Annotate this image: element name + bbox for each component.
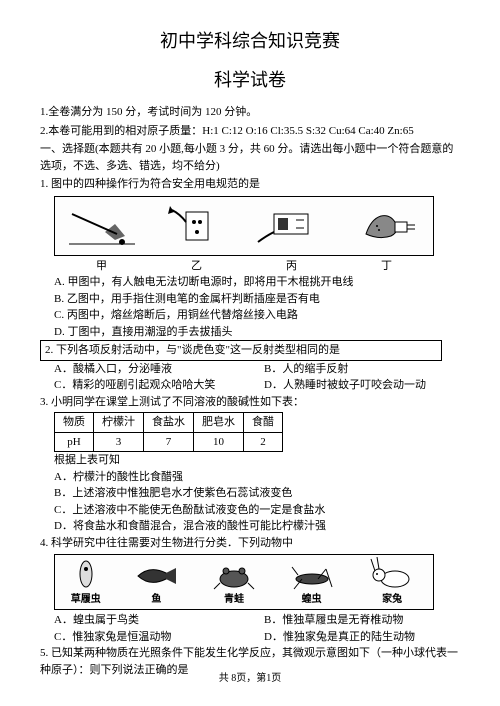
label-ding: 丁	[381, 258, 392, 275]
q4-opt-d: D．惟独家兔是真正的陆生动物	[264, 629, 460, 646]
animal-paramecium: 草履虫	[71, 557, 101, 607]
title-sub: 科学试卷	[40, 67, 460, 94]
q3-text: 小明同学在课堂上测试了不同溶液的酸碱性如下表：	[51, 396, 304, 408]
fig-bing	[251, 201, 331, 251]
q2-opt-b: B．人的缩手反射	[264, 361, 460, 378]
th-vinegar: 食醋	[244, 413, 283, 433]
ph-3: 10	[194, 432, 244, 452]
fig-ding	[346, 201, 426, 251]
question-1: 1. 图中的四种操作行为符合安全用电规范的是	[40, 176, 460, 193]
q1-opt-d: D. 丁图中，直接用潮湿的手去拔插头	[54, 324, 460, 341]
q4-opt-a: A．蝗虫属于鸟类	[54, 612, 250, 629]
q4-num: 4.	[40, 537, 48, 549]
ph-4: 2	[244, 432, 283, 452]
row-label: pH	[55, 432, 94, 452]
q1-figure	[54, 196, 434, 256]
q3-note: 根据上表可知	[54, 452, 460, 469]
fig-yi	[157, 201, 237, 251]
q4-figure: 草履虫 鱼 青蛙 蝗虫 家兔	[54, 554, 434, 610]
ph-2: 7	[144, 432, 194, 452]
q5-num: 5.	[40, 647, 48, 659]
q2-opt-d: D．人熟睡时被蚊子叮咬会动一动	[264, 377, 460, 394]
th-lemon: 柠檬汁	[94, 413, 144, 433]
ph-1: 3	[94, 432, 144, 452]
q4-text: 科学研究中往往需要对生物进行分类．下列动物中	[51, 537, 293, 549]
q4-opt-c: C．惟独家兔是恒温动物	[54, 629, 250, 646]
question-4: 4. 科学研究中往往需要对生物进行分类．下列动物中	[40, 535, 460, 552]
th-substance: 物质	[55, 413, 94, 433]
page-footer: 共 8页，第1页	[0, 671, 500, 686]
q1-opt-c: C. 丙图中，熔丝熔断后，用铜丝代替熔丝接入电路	[54, 307, 460, 324]
title-main: 初中学科综合知识竞赛	[40, 28, 460, 55]
label-yi: 乙	[191, 258, 202, 275]
q3-opt-d: D．将食盐水和食醋混合，混合液的酸性可能比柠檬汁强	[54, 518, 460, 535]
q3-opt-c: C．上述溶液中不能使无色酚酞试液变色的一定是食盐水	[54, 502, 460, 519]
q2-opt-a: A．酸橘入口，分泌唾液	[54, 361, 250, 378]
label-jia: 甲	[96, 258, 107, 275]
q2-text: 下列各项反射活动中，与"谈虎色变"这一反射类型相同的是	[56, 344, 340, 356]
th-salt: 食盐水	[144, 413, 194, 433]
q1-figure-labels: 甲 乙 丙 丁	[54, 258, 434, 275]
question-2: 2. 下列各项反射活动中，与"谈虎色变"这一反射类型相同的是	[40, 340, 460, 361]
q2-num: 2.	[45, 344, 53, 356]
q3-num: 3.	[40, 396, 48, 408]
animal-fish: 鱼	[132, 561, 180, 607]
q1-text: 图中的四种操作行为符合安全用电规范的是	[51, 178, 260, 190]
q3-opt-b: B．上述溶液中惟独肥皂水才使紫色石蕊试液变色	[54, 485, 460, 502]
instruction-2: 2.本卷可能用到的相对原子质量：H:1 C:12 O:16 Cl:35.5 S:…	[40, 123, 460, 140]
q2-opt-c: C．精彩的哑剧引起观众哈哈大笑	[54, 377, 250, 394]
q1-opt-a: A. 甲图中，有人触电无法切断电源时，即将用干木棍挑开电线	[54, 274, 460, 291]
animal-locust: 蝗虫	[288, 561, 336, 607]
animal-rabbit: 家兔	[367, 557, 417, 607]
question-3: 3. 小明同学在课堂上测试了不同溶液的酸碱性如下表：	[40, 394, 460, 411]
q1-opt-b: B. 乙图中，用手指住测电笔的金属杆判断插座是否有电	[54, 291, 460, 308]
label-bing: 丙	[286, 258, 297, 275]
instruction-1: 1.全卷满分为 150 分，考试时间为 120 分钟。	[40, 104, 460, 121]
q3-table: 物质 柠檬汁 食盐水 肥皂水 食醋 pH 3 7 10 2	[54, 412, 283, 452]
q4-opt-b: B．惟独草履虫是无脊椎动物	[264, 612, 460, 629]
fig-jia	[62, 201, 142, 251]
animal-frog: 青蛙	[212, 561, 256, 607]
q3-opt-a: A．柠檬汁的酸性比食醋强	[54, 469, 460, 486]
th-soap: 肥皂水	[194, 413, 244, 433]
q1-num: 1.	[40, 178, 48, 190]
section-1-header: 一、选择题(本题共有 20 小题,每小题 3 分，共 60 分。请选出每小题中一…	[40, 141, 460, 174]
